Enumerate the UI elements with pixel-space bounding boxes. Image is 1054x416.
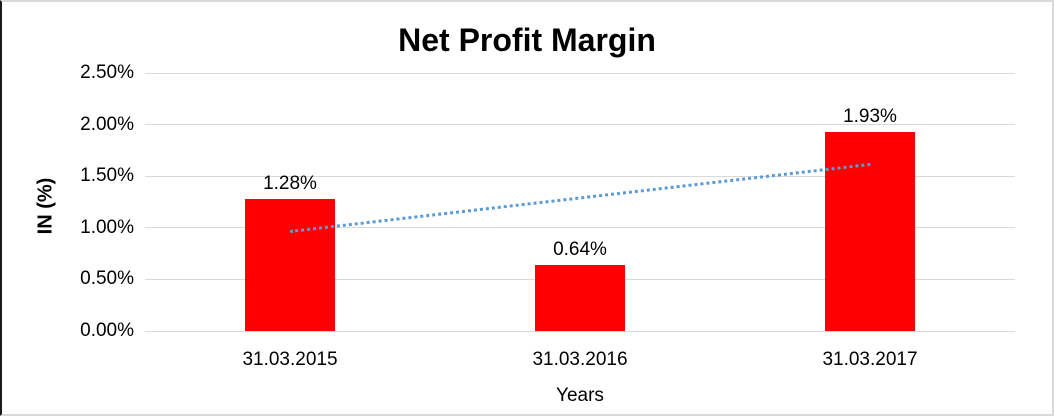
x-axis-category-label: 31.03.2016	[532, 349, 628, 370]
y-axis-tick-label: 2.50%	[80, 62, 134, 83]
bar	[535, 264, 625, 331]
bar	[825, 131, 915, 331]
bar-value-label: 0.64%	[553, 238, 607, 260]
gridline	[145, 175, 1015, 177]
x-axis-category-label: 31.03.2017	[822, 349, 918, 370]
gridline	[145, 227, 1015, 229]
bar	[245, 198, 335, 331]
x-axis-category-label: 31.03.2015	[242, 349, 338, 370]
y-axis-tick-label: 0.50%	[80, 268, 134, 290]
bar-value-label: 1.93%	[843, 105, 897, 127]
trendline	[290, 163, 871, 234]
y-axis-tick-label: 2.00%	[80, 113, 134, 135]
bar-value-label: 1.28%	[263, 172, 317, 194]
x-axis-title: Years	[556, 385, 604, 406]
gridline	[145, 72, 1015, 74]
gridline	[145, 330, 1015, 332]
plot-area: 1.28% 0.64% 1.93%	[145, 72, 1015, 332]
chart-title: Net Profit Margin	[398, 22, 656, 58]
y-axis-tick-label: 1.00%	[80, 216, 134, 238]
y-axis-tick-label: 1.50%	[80, 165, 134, 187]
y-axis-tick-label: 0.00%	[80, 320, 134, 341]
gridline	[145, 124, 1015, 126]
